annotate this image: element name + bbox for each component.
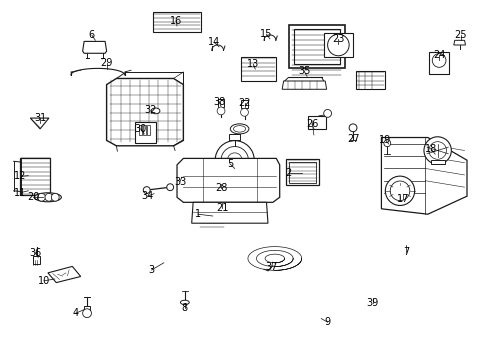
Text: 20: 20 (27, 192, 40, 202)
Text: 3: 3 (148, 265, 154, 275)
Bar (307, 116, 325, 129)
Text: 21: 21 (216, 203, 228, 213)
Text: 37: 37 (264, 262, 277, 272)
Circle shape (143, 186, 150, 194)
Ellipse shape (151, 108, 160, 114)
Bar (323, 33, 352, 57)
Circle shape (240, 108, 248, 116)
Text: 9: 9 (324, 317, 330, 327)
Bar (241, 100, 247, 108)
Text: 36: 36 (29, 248, 41, 258)
Circle shape (227, 153, 242, 167)
Text: 7: 7 (402, 247, 408, 257)
Text: 27: 27 (346, 134, 359, 144)
Circle shape (431, 54, 445, 67)
Text: 18: 18 (424, 144, 437, 154)
Text: 12: 12 (14, 171, 27, 181)
Text: 38: 38 (212, 96, 225, 107)
Bar (288, 162, 315, 183)
Ellipse shape (230, 124, 248, 134)
Circle shape (221, 147, 248, 174)
Text: 17: 17 (396, 194, 409, 204)
Bar (285, 159, 318, 185)
Polygon shape (183, 172, 204, 193)
Polygon shape (30, 118, 49, 129)
Circle shape (385, 176, 414, 206)
Bar (84, 306, 90, 311)
Text: 26: 26 (305, 119, 318, 129)
Polygon shape (282, 81, 326, 89)
Text: 5: 5 (226, 159, 232, 169)
Ellipse shape (215, 201, 229, 208)
Polygon shape (177, 158, 279, 202)
Bar (428, 52, 448, 74)
Ellipse shape (180, 300, 189, 305)
Text: 31: 31 (34, 113, 46, 123)
Polygon shape (191, 202, 267, 223)
Text: 19: 19 (378, 135, 391, 145)
Text: 2: 2 (285, 168, 291, 178)
Bar (355, 71, 385, 89)
Text: 14: 14 (207, 37, 220, 48)
Text: 4: 4 (73, 308, 79, 318)
Circle shape (51, 193, 59, 201)
Bar (240, 57, 275, 81)
Circle shape (45, 193, 53, 201)
Text: 33: 33 (173, 177, 186, 187)
Polygon shape (453, 40, 465, 45)
Circle shape (389, 181, 409, 201)
Text: 32: 32 (144, 105, 157, 115)
Polygon shape (224, 178, 245, 195)
Bar (153, 12, 201, 32)
Polygon shape (48, 266, 81, 283)
Circle shape (327, 34, 348, 56)
Circle shape (423, 137, 450, 164)
Text: 15: 15 (260, 29, 272, 39)
Bar (229, 134, 240, 140)
Polygon shape (82, 41, 106, 53)
Bar (20, 158, 50, 195)
Text: 16: 16 (169, 16, 182, 26)
Bar (217, 99, 224, 107)
Text: 24: 24 (432, 50, 445, 60)
Polygon shape (381, 138, 466, 214)
Bar (197, 186, 224, 220)
Bar (139, 125, 142, 135)
Text: 10: 10 (38, 276, 50, 286)
Text: 22: 22 (238, 98, 250, 108)
Bar (143, 125, 146, 135)
Bar (288, 25, 345, 68)
Text: 8: 8 (182, 303, 187, 313)
Circle shape (383, 140, 390, 147)
Text: 23: 23 (331, 34, 344, 44)
Bar (135, 122, 156, 143)
Bar (293, 29, 340, 64)
Text: 29: 29 (100, 58, 113, 68)
Text: 25: 25 (453, 30, 466, 40)
Circle shape (217, 107, 224, 115)
Text: 28: 28 (214, 183, 227, 193)
Polygon shape (106, 78, 183, 146)
Circle shape (215, 141, 254, 180)
Text: 1: 1 (195, 209, 201, 219)
Bar (147, 125, 150, 135)
Circle shape (38, 193, 45, 201)
Text: 30: 30 (134, 124, 147, 134)
Bar (33, 256, 40, 264)
Circle shape (166, 184, 173, 191)
Circle shape (82, 309, 91, 318)
Text: 6: 6 (89, 30, 95, 40)
Text: 35: 35 (297, 66, 310, 76)
Circle shape (428, 142, 446, 159)
Ellipse shape (233, 126, 245, 132)
Text: 34: 34 (141, 191, 154, 201)
Bar (430, 160, 444, 164)
Ellipse shape (218, 202, 226, 207)
Ellipse shape (35, 193, 61, 202)
Text: 39: 39 (366, 298, 378, 308)
Circle shape (348, 124, 356, 132)
Text: 13: 13 (246, 59, 259, 69)
Text: 11: 11 (14, 188, 27, 198)
Circle shape (323, 109, 331, 117)
